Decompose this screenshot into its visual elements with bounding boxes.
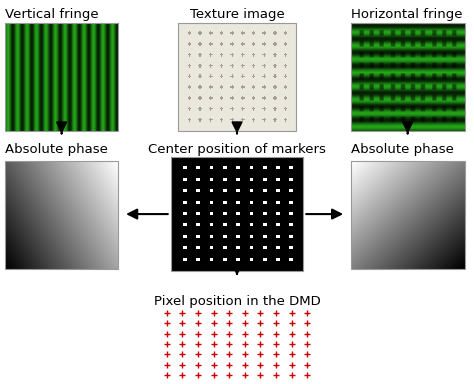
- Bar: [351, 161, 465, 269]
- Text: Vertical fringe: Vertical fringe: [5, 8, 99, 21]
- Bar: [178, 23, 296, 131]
- Bar: [171, 157, 303, 271]
- Text: Absolute phase: Absolute phase: [5, 143, 108, 156]
- Text: Texture image: Texture image: [190, 8, 284, 21]
- Bar: [5, 161, 118, 269]
- Text: Absolute phase: Absolute phase: [351, 143, 454, 156]
- Bar: [351, 23, 465, 131]
- Text: Center position of markers: Center position of markers: [148, 143, 326, 156]
- Bar: [5, 23, 118, 131]
- Text: Horizontal fringe: Horizontal fringe: [351, 8, 462, 21]
- Text: Pixel position in the DMD: Pixel position in the DMD: [154, 295, 320, 308]
